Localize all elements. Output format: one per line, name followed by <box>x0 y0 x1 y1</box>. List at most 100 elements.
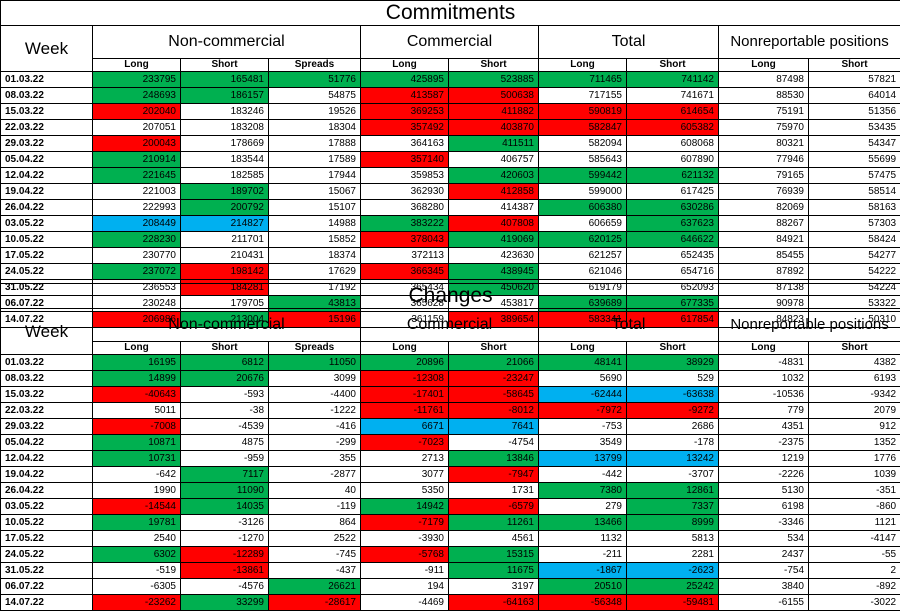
value-cell: 3099 <box>269 371 361 387</box>
week-date: 26.04.22 <box>1 200 93 216</box>
week-date: 01.03.22 <box>1 355 93 371</box>
value-cell: 11261 <box>449 515 539 531</box>
value-cell: 182585 <box>181 168 269 184</box>
value-cell: 17944 <box>269 168 361 184</box>
sub-header: Long <box>539 59 627 72</box>
value-cell: -9342 <box>809 387 900 403</box>
value-cell: 383222 <box>361 216 449 232</box>
value-cell: 582094 <box>539 136 627 152</box>
value-cell: 210431 <box>181 248 269 264</box>
sub-header: Long <box>361 342 449 355</box>
value-cell: 779 <box>719 403 809 419</box>
value-cell: 88530 <box>719 88 809 104</box>
value-cell: 15852 <box>269 232 361 248</box>
value-cell: 15067 <box>269 184 361 200</box>
value-cell: -7179 <box>361 515 449 531</box>
value-cell: 599442 <box>539 168 627 184</box>
value-cell: 364163 <box>361 136 449 152</box>
week-date: 17.05.22 <box>1 531 93 547</box>
value-cell: -6305 <box>93 579 181 595</box>
value-cell: -1867 <box>539 563 627 579</box>
value-cell: -1222 <box>269 403 361 419</box>
value-cell: 741142 <box>627 72 719 88</box>
value-cell: 6671 <box>361 419 449 435</box>
value-cell: 10731 <box>93 451 181 467</box>
week-date: 15.03.22 <box>1 104 93 120</box>
value-cell: 20510 <box>539 579 627 595</box>
value-cell: 54277 <box>809 248 900 264</box>
value-cell: 57821 <box>809 72 900 88</box>
value-cell: 12861 <box>627 483 719 499</box>
value-cell: 606380 <box>539 200 627 216</box>
value-cell: 423630 <box>449 248 539 264</box>
value-cell: -3346 <box>719 515 809 531</box>
week-header: Week <box>1 26 93 72</box>
value-cell: 17589 <box>269 152 361 168</box>
value-cell: 606659 <box>539 216 627 232</box>
value-cell: -416 <box>269 419 361 435</box>
value-cell: 378043 <box>361 232 449 248</box>
sub-header: Short <box>449 59 539 72</box>
value-cell: -119 <box>269 499 361 515</box>
value-cell: 26621 <box>269 579 361 595</box>
value-cell: 1132 <box>539 531 627 547</box>
value-cell: -4147 <box>809 531 900 547</box>
value-cell: 1039 <box>809 467 900 483</box>
value-cell: 412858 <box>449 184 539 200</box>
value-cell: 228230 <box>93 232 181 248</box>
value-cell: 14899 <box>93 371 181 387</box>
value-cell: 18374 <box>269 248 361 264</box>
value-cell: 18304 <box>269 120 361 136</box>
value-cell: 912 <box>809 419 900 435</box>
value-cell: 2 <box>809 563 900 579</box>
sub-header: Short <box>627 59 719 72</box>
value-cell: 17888 <box>269 136 361 152</box>
value-cell: 64014 <box>809 88 900 104</box>
value-cell: 652435 <box>627 248 719 264</box>
sub-header: Short <box>809 342 900 355</box>
value-cell: -23247 <box>449 371 539 387</box>
value-cell: 57303 <box>809 216 900 232</box>
value-cell: -959 <box>181 451 269 467</box>
value-cell: -12308 <box>361 371 449 387</box>
value-cell: 21066 <box>449 355 539 371</box>
value-cell: 2281 <box>627 547 719 563</box>
week-date: 05.04.22 <box>1 435 93 451</box>
value-cell: 368280 <box>361 200 449 216</box>
value-cell: 620125 <box>539 232 627 248</box>
value-cell: -58645 <box>449 387 539 403</box>
value-cell: -56348 <box>539 595 627 611</box>
value-cell: -299 <box>269 435 361 451</box>
value-cell: -64163 <box>449 595 539 611</box>
value-cell: -2877 <box>269 467 361 483</box>
value-cell: 369253 <box>361 104 449 120</box>
value-cell: 582847 <box>539 120 627 136</box>
week-date: 03.05.22 <box>1 216 93 232</box>
sub-header: Short <box>449 342 539 355</box>
value-cell: 585643 <box>539 152 627 168</box>
value-cell: -211 <box>539 547 627 563</box>
value-cell: 4351 <box>719 419 809 435</box>
value-cell: -6155 <box>719 595 809 611</box>
value-cell: 221645 <box>93 168 181 184</box>
value-cell: 414387 <box>449 200 539 216</box>
value-cell: -3707 <box>627 467 719 483</box>
value-cell: 230770 <box>93 248 181 264</box>
value-cell: 366345 <box>361 264 449 280</box>
value-cell: 6302 <box>93 547 181 563</box>
week-date: 12.04.22 <box>1 451 93 467</box>
value-cell: 362930 <box>361 184 449 200</box>
total-header: Total <box>539 26 719 59</box>
